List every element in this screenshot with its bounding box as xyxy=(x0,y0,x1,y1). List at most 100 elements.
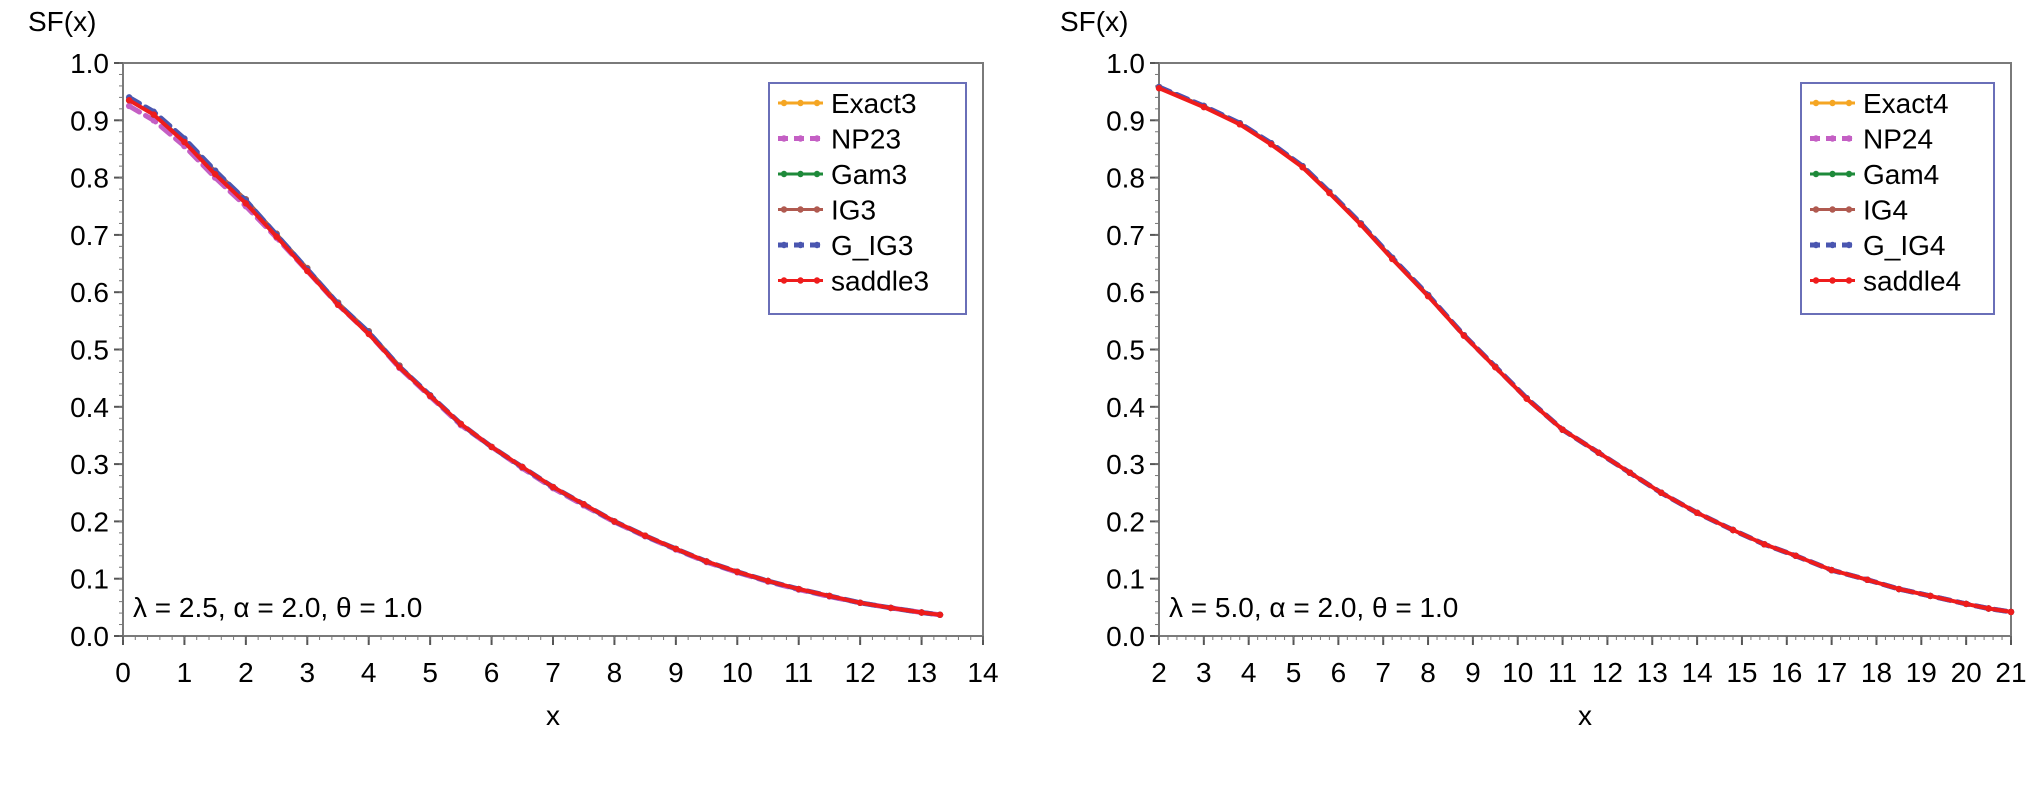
x-tick-label: 19 xyxy=(1906,657,1937,688)
data-point-saddle4 xyxy=(1626,469,1634,476)
legend-marker xyxy=(797,241,804,249)
data-point-saddle3 xyxy=(396,364,403,371)
legend-marker xyxy=(797,99,804,107)
legend-marker xyxy=(1845,135,1853,142)
x-tick-label: 12 xyxy=(845,657,876,688)
legend-label-exact3: Exact3 xyxy=(831,88,917,119)
data-point-saddle3 xyxy=(918,609,925,616)
data-point-saddle3 xyxy=(273,233,280,240)
legend-marker xyxy=(1829,277,1836,284)
y-tick-label: 0.3 xyxy=(70,449,109,480)
x-tick-label: 14 xyxy=(1682,657,1713,688)
y-tick-label: 0.2 xyxy=(70,506,109,537)
x-tick-label: 8 xyxy=(607,657,623,688)
data-point-saddle4 xyxy=(1492,364,1499,371)
data-point-saddle4 xyxy=(1523,395,1530,402)
legend-marker xyxy=(1812,99,1820,107)
data-point-saddle3 xyxy=(936,611,944,618)
legend-marker xyxy=(813,206,821,213)
legend-marker xyxy=(797,277,804,284)
parameter-annotation: λ = 2.5, α = 2.0, θ = 1.0 xyxy=(133,592,422,623)
y-tick-label: 0.7 xyxy=(1106,220,1145,251)
y-axis-title: SF(x) xyxy=(1060,6,1128,37)
data-point-saddle3 xyxy=(672,545,680,553)
data-point-saddle4 xyxy=(1864,576,1871,584)
y-tick-label: 0.6 xyxy=(1106,277,1145,308)
data-point-saddle3 xyxy=(641,532,649,539)
y-tick-label: 0.4 xyxy=(1106,392,1145,423)
x-tick-label: 10 xyxy=(722,657,753,688)
data-point-saddle4 xyxy=(1595,449,1602,456)
x-tick-label: 3 xyxy=(299,657,315,688)
x-tick-label: 11 xyxy=(1548,657,1577,688)
data-point-np23 xyxy=(125,102,133,110)
legend-label-gam4: Gam4 xyxy=(1863,159,1939,190)
legend-marker xyxy=(780,241,788,249)
data-point-saddle3 xyxy=(211,170,219,178)
data-point-saddle3 xyxy=(826,592,833,600)
legend-marker xyxy=(1812,135,1820,142)
parameter-annotation: λ = 5.0, α = 2.0, θ = 1.0 xyxy=(1169,592,1458,623)
series-line-saddle3 xyxy=(127,98,942,617)
legend-label-saddle3: saddle3 xyxy=(831,266,929,297)
data-point-saddle4 xyxy=(1895,585,1903,593)
data-point-saddle4 xyxy=(1729,526,1737,534)
x-tick-label: 8 xyxy=(1420,657,1436,688)
data-point-saddle3 xyxy=(125,97,133,104)
x-tick-label: 11 xyxy=(784,657,813,688)
legend-marker xyxy=(1829,99,1836,107)
y-tick-label: 0.0 xyxy=(1106,621,1145,652)
legend-box xyxy=(768,82,967,315)
legend-marker xyxy=(813,99,821,107)
legend-marker xyxy=(1845,99,1853,107)
legend-label-np23: NP23 xyxy=(831,124,901,155)
data-point-saddle4 xyxy=(1792,552,1799,559)
legend: Exact4 NP24 Gam4 IG4 G_IG4 saddle4 xyxy=(1800,82,1995,315)
y-tick-label: 0.4 xyxy=(70,392,109,423)
data-point-saddle3 xyxy=(457,420,465,428)
legend-marker xyxy=(813,277,821,284)
data-point-saddle3 xyxy=(242,200,250,207)
y-tick-label: 0.1 xyxy=(1106,564,1145,595)
x-tick-label: 7 xyxy=(545,657,561,688)
data-point-saddle4 xyxy=(1388,255,1396,263)
data-point-saddle3 xyxy=(856,599,864,606)
data-point-saddle4 xyxy=(1927,592,1934,600)
legend-label-exact4: Exact4 xyxy=(1863,88,1949,119)
legend-label-saddle4: saddle4 xyxy=(1863,266,1961,297)
legend-label-np24: NP24 xyxy=(1863,124,1933,155)
y-tick-label: 1.0 xyxy=(1106,48,1145,79)
legend-marker xyxy=(1829,241,1836,249)
legend: Exact3 NP23 Gam3 IG3 G_IG3 saddle3 xyxy=(768,82,967,315)
data-point-saddle4 xyxy=(1155,85,1163,92)
x-tick-label: 14 xyxy=(967,657,998,688)
legend-box xyxy=(1800,82,1995,315)
y-tick-label: 0.2 xyxy=(1106,506,1145,537)
y-tick-label: 0.3 xyxy=(1106,449,1145,480)
data-point-saddle4 xyxy=(1985,605,1992,612)
y-tick-label: 1.0 xyxy=(70,48,109,79)
legend-marker xyxy=(797,206,804,213)
legend-label-g-ig4: G_IG4 xyxy=(1863,230,1945,261)
x-tick-label: 6 xyxy=(1331,657,1347,688)
data-point-saddle3 xyxy=(150,111,157,118)
x-tick-label: 10 xyxy=(1502,657,1533,688)
y-tick-label: 0.9 xyxy=(1106,105,1145,136)
x-tick-label: 9 xyxy=(1465,657,1481,688)
legend-marker xyxy=(1812,241,1820,249)
data-point-saddle3 xyxy=(426,392,434,400)
data-point-saddle3 xyxy=(703,558,710,565)
legend-label-g-ig3: G_IG3 xyxy=(831,230,913,261)
legend-label-ig3: IG3 xyxy=(831,195,876,226)
data-point-saddle4 xyxy=(1236,121,1243,128)
y-tick-label: 0.8 xyxy=(1106,163,1145,194)
data-point-saddle3 xyxy=(365,330,372,338)
x-tick-label: 2 xyxy=(238,657,254,688)
y-axis-title: SF(x) xyxy=(28,6,96,37)
data-point-saddle3 xyxy=(887,604,895,612)
x-tick-label: 13 xyxy=(906,657,937,688)
data-point-saddle4 xyxy=(2007,608,2015,616)
legend-marker xyxy=(780,99,788,107)
data-point-saddle4 xyxy=(1693,509,1701,517)
